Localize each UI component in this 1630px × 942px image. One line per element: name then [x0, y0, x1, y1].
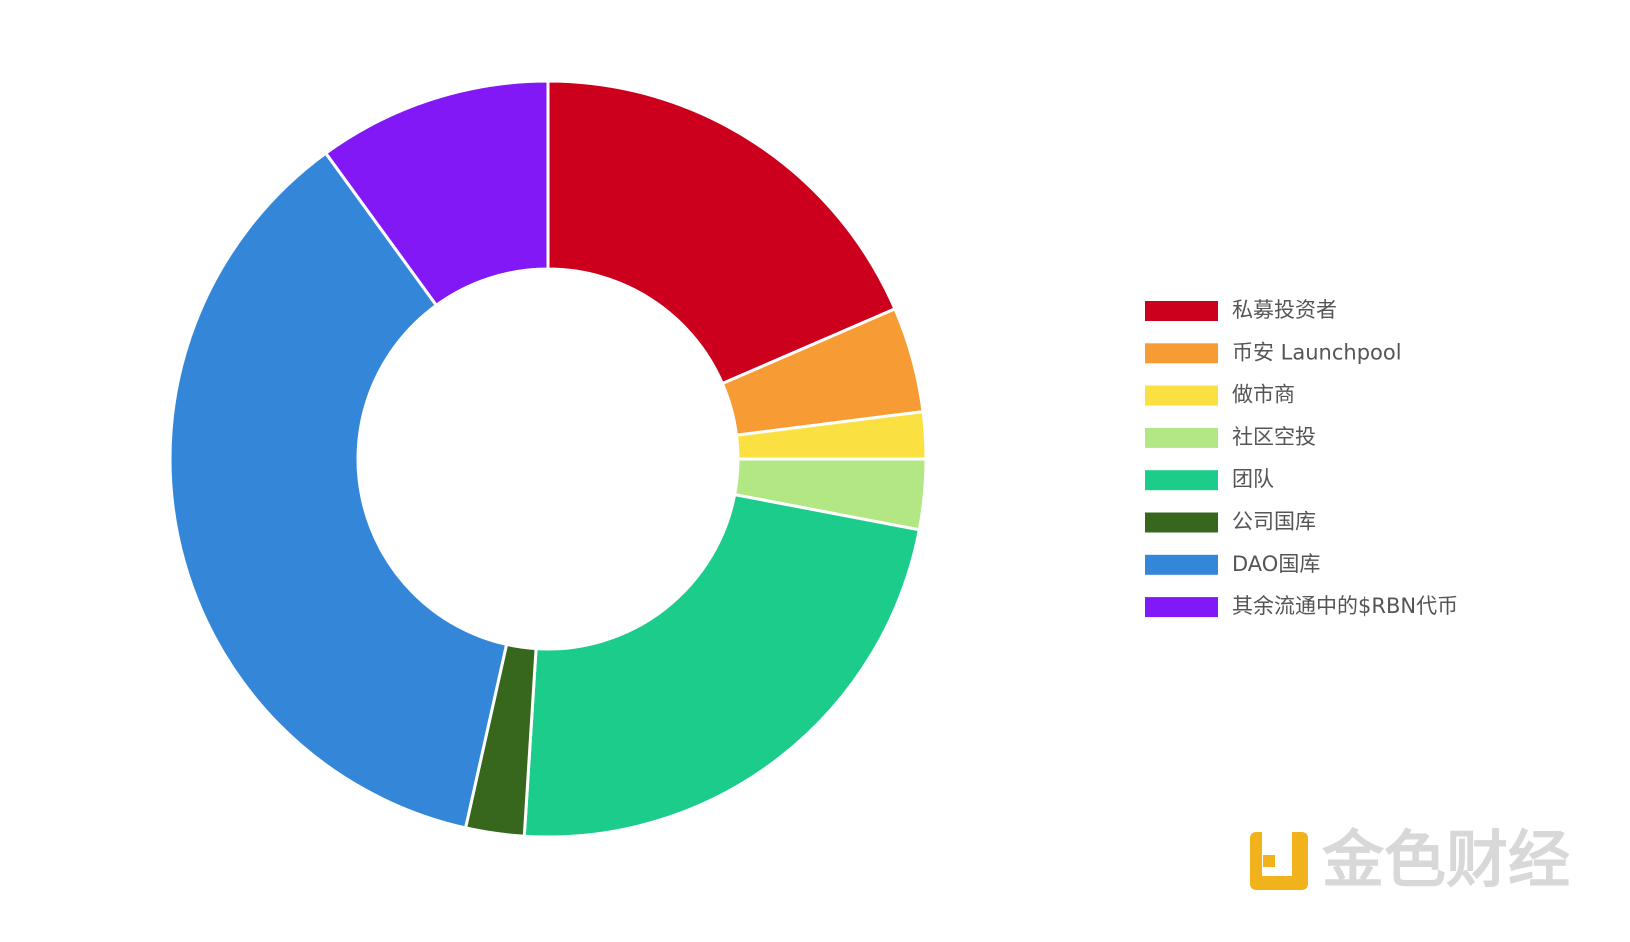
legend-label: 团队	[1232, 467, 1274, 491]
legend-swatch	[1145, 385, 1218, 406]
legend-swatch	[1145, 343, 1218, 364]
legend-label: 私募投资者	[1232, 298, 1337, 322]
legend-swatch	[1145, 470, 1218, 491]
slice	[323, 79, 550, 308]
legend-label: DAO国库	[1232, 552, 1320, 576]
watermark: 金色财经	[1321, 823, 1570, 896]
slice	[168, 151, 509, 830]
legend-swatch	[1145, 554, 1218, 575]
watermark-logo	[1250, 832, 1308, 890]
logo-cut	[1262, 832, 1292, 876]
legend-label: 做市商	[1232, 383, 1295, 407]
legend-swatch	[1145, 597, 1218, 618]
legend-swatch	[1145, 512, 1218, 533]
slice	[522, 492, 922, 839]
legend-swatch	[1145, 301, 1218, 321]
legend-swatch	[1145, 427, 1218, 448]
legend-label: 公司国库	[1232, 510, 1316, 534]
legend-label: 币安 Launchpool	[1232, 340, 1402, 364]
legend-label: 其余流通中的$RBN代币	[1232, 594, 1458, 618]
legend-label: 社区空投	[1232, 425, 1316, 449]
logo-dot	[1263, 855, 1275, 867]
slice	[546, 79, 897, 386]
